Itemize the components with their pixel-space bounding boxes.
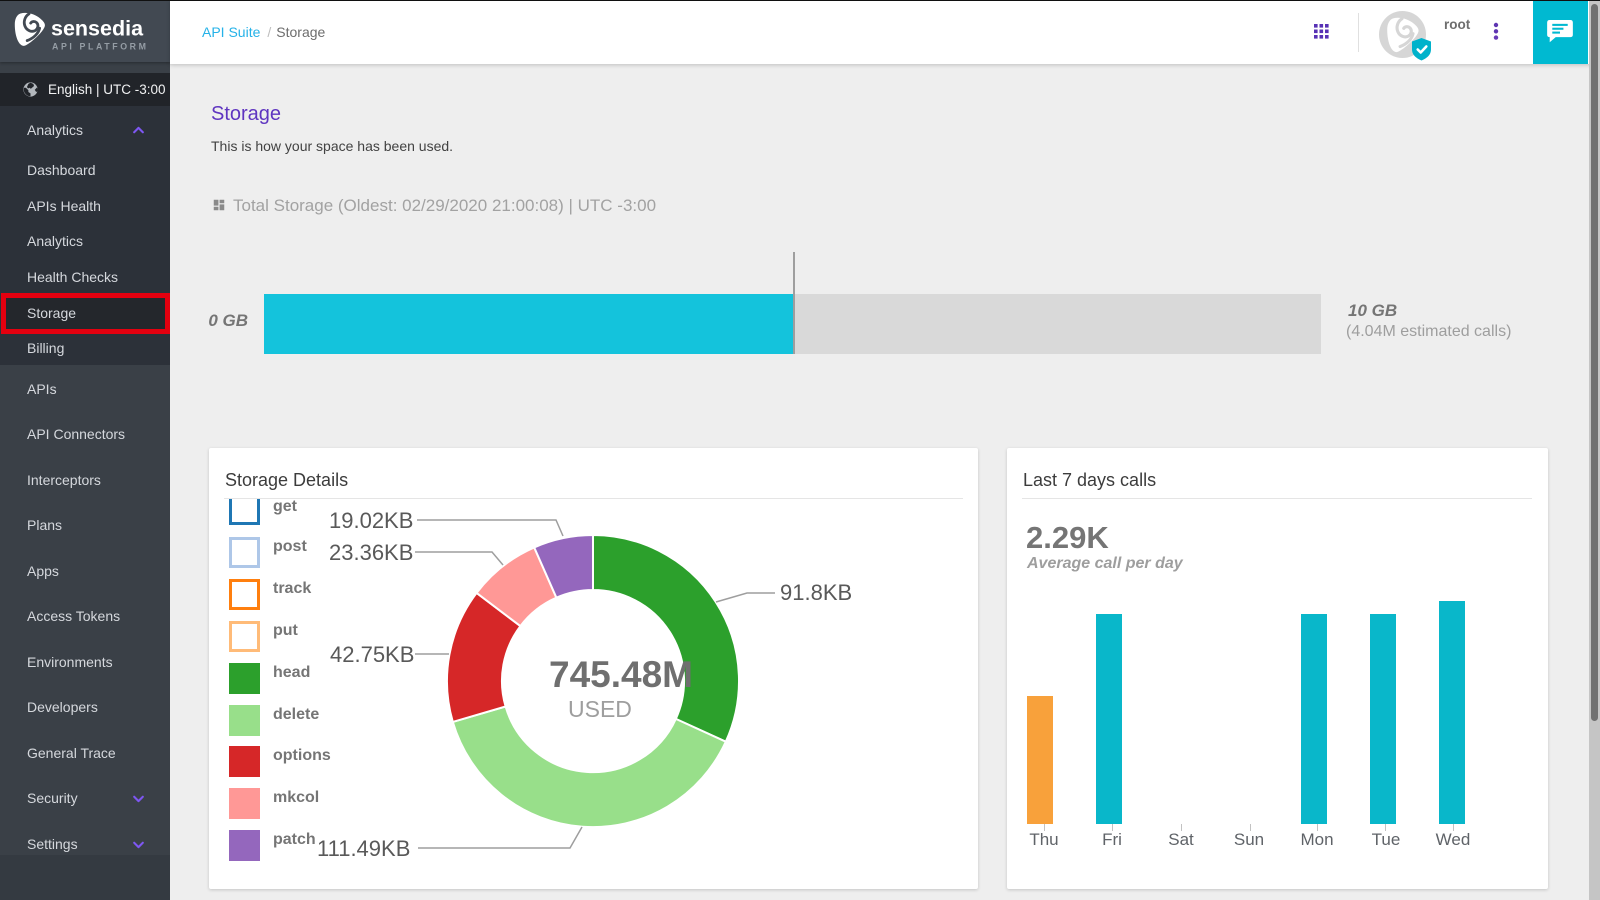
- svg-text:API PLATFORM: API PLATFORM: [52, 42, 149, 52]
- svg-text:sensedia: sensedia: [51, 17, 144, 41]
